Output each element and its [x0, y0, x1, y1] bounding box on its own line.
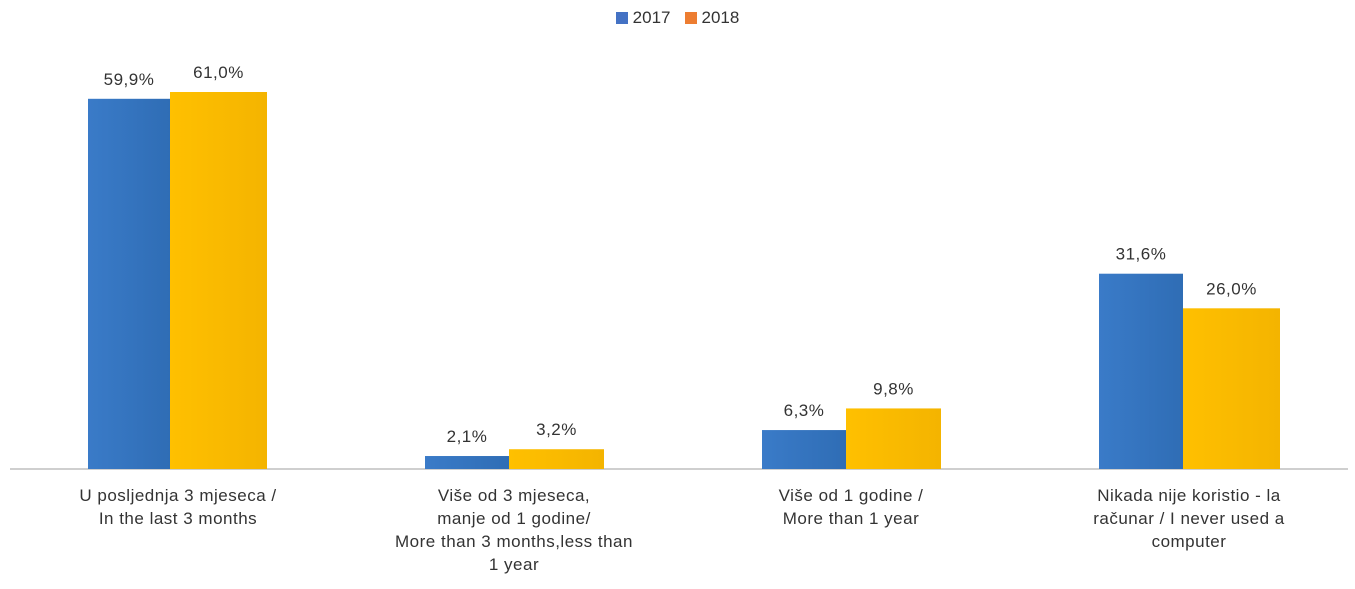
bar-2018-0 — [170, 92, 267, 469]
category-label-3: Nikada nije koristio - la računar / I nev… — [1039, 484, 1339, 553]
legend-label-2018: 2018 — [701, 8, 740, 27]
category-label-2: Više od 1 godine / More than 1 year — [701, 484, 1001, 530]
category-label-line: računar / I never used a — [1093, 509, 1285, 528]
category-label-line: In the last 3 months — [98, 509, 258, 528]
bar-2018-1 — [509, 449, 604, 469]
category-label-0: U posljednja 3 mjeseca / In the last 3 mo… — [28, 484, 328, 530]
category-label-line: More than 3 months,less than — [395, 532, 633, 551]
legend-swatch-2018 — [684, 12, 697, 24]
data-label-2017-0: 59,9% — [104, 70, 155, 89]
legend: 2017 2018 — [0, 8, 1355, 28]
data-label-2017-2: 6,3% — [784, 401, 825, 420]
bar-2017-2 — [762, 430, 846, 469]
bar-2017-3 — [1099, 273, 1183, 469]
data-label-2018-2: 9,8% — [873, 379, 914, 398]
category-label-line: computer — [1151, 532, 1227, 551]
legend-label-2017: 2017 — [632, 8, 671, 27]
category-label-line: manje od 1 godine/ — [437, 509, 591, 528]
category-label-line: More than 1 year — [782, 509, 920, 528]
data-label-2017-3: 31,6% — [1116, 245, 1167, 264]
bar-2018-3 — [1183, 308, 1280, 469]
category-label-1: Više od 3 mjeseca, manje od 1 godine/More… — [364, 484, 664, 576]
category-label-line: U posljednja 3 mjeseca / — [79, 486, 277, 505]
category-label-line: Više od 3 mjeseca, — [437, 486, 591, 505]
legend-item-2017: 2017 — [615, 8, 671, 28]
bar-2017-1 — [425, 456, 509, 469]
legend-swatch-2017 — [615, 12, 628, 24]
data-label-2018-3: 26,0% — [1206, 279, 1257, 298]
legend-item-2018: 2018 — [684, 8, 740, 28]
data-label-2018-0: 61,0% — [193, 63, 244, 82]
bar-2017-0 — [88, 98, 170, 469]
data-label-2017-1: 2,1% — [447, 427, 488, 446]
category-label-line: Više od 1 godine / — [778, 486, 924, 505]
data-label-2018-1: 3,2% — [536, 420, 577, 439]
bar-2018-2 — [846, 408, 941, 469]
category-label-line: 1 year — [488, 555, 540, 574]
category-label-line: Nikada nije koristio - la — [1097, 486, 1281, 505]
